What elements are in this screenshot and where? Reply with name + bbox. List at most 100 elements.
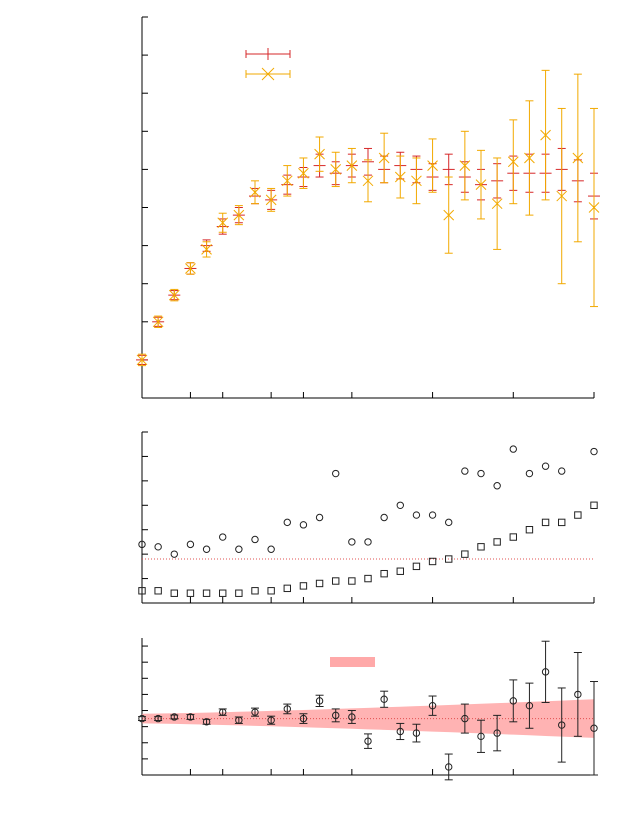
data-point-stroke <box>491 198 503 210</box>
data-point <box>267 716 275 724</box>
data-point <box>491 198 503 210</box>
data-point <box>509 697 517 705</box>
data-point-stroke <box>572 152 584 164</box>
data-point <box>154 714 162 723</box>
data-point <box>412 729 421 737</box>
data-point <box>202 589 211 597</box>
data-point <box>427 160 438 171</box>
data-point <box>590 447 598 456</box>
data-point <box>152 316 164 328</box>
data-point <box>235 545 243 553</box>
data-point <box>219 708 227 716</box>
data-point <box>380 569 388 578</box>
data-point <box>202 545 211 553</box>
data-point <box>136 354 148 366</box>
data-point <box>509 533 517 541</box>
data-point <box>590 724 598 732</box>
data-point <box>588 202 600 213</box>
data-point-stroke <box>459 160 471 171</box>
data-point <box>396 567 404 575</box>
data-point-stroke <box>217 217 229 229</box>
data-point <box>380 513 388 522</box>
data-point-stroke <box>588 202 600 213</box>
data-point <box>251 587 259 595</box>
data-point <box>459 160 471 171</box>
data-point <box>348 577 356 585</box>
data-point <box>493 729 501 737</box>
data-point <box>380 695 388 703</box>
data-point <box>556 190 568 202</box>
data-point <box>332 577 340 585</box>
data-point <box>168 289 180 301</box>
data-point-stroke <box>540 129 551 141</box>
data-point <box>445 763 453 771</box>
data-point <box>411 175 422 187</box>
data-point-stroke <box>298 167 309 179</box>
data-point <box>525 701 534 710</box>
data-point <box>170 713 178 721</box>
legend <box>245 48 291 81</box>
data-point <box>185 263 196 274</box>
data-point <box>396 501 404 509</box>
data-point-stroke <box>330 164 342 175</box>
data-point <box>251 708 259 716</box>
panel-middle <box>138 431 598 604</box>
data-point <box>186 540 195 549</box>
data-point <box>186 713 195 721</box>
data-point <box>315 697 324 705</box>
data-point <box>394 171 406 183</box>
data-point <box>235 716 243 724</box>
legend-sample-mark <box>261 67 275 81</box>
data-point <box>364 538 372 546</box>
data-point <box>154 543 162 551</box>
data-point <box>493 538 501 546</box>
data-point <box>428 511 437 519</box>
data-point-stroke <box>168 289 180 301</box>
data-point <box>315 513 324 522</box>
data-point <box>412 562 421 571</box>
data-point <box>298 167 309 179</box>
data-point <box>477 543 485 551</box>
data-point <box>524 152 535 164</box>
data-point <box>281 175 293 187</box>
data-point <box>558 721 566 729</box>
data-point-stroke <box>507 156 519 168</box>
data-point <box>265 194 277 206</box>
data-point <box>493 482 501 490</box>
data-point-stroke <box>556 190 568 202</box>
data-point-stroke <box>249 186 261 198</box>
data-point <box>574 511 582 519</box>
data-point <box>541 668 550 676</box>
data-point <box>219 589 227 597</box>
data-point <box>443 209 455 221</box>
data-point <box>314 148 325 160</box>
data-point <box>346 160 358 171</box>
data-point <box>348 713 356 721</box>
data-point-stroke <box>152 316 164 328</box>
data-point <box>590 501 598 509</box>
data-point <box>525 526 534 534</box>
data-point <box>477 732 485 741</box>
data-point <box>283 518 291 527</box>
data-point <box>396 727 404 736</box>
data-point <box>348 538 356 546</box>
data-point <box>461 714 469 723</box>
data-point <box>251 535 259 544</box>
data-point <box>283 584 291 593</box>
data-point <box>461 550 469 558</box>
data-point <box>541 518 550 527</box>
data-point <box>299 714 308 723</box>
data-point-stroke <box>201 244 212 255</box>
data-point-stroke <box>427 160 438 171</box>
data-point <box>475 179 487 190</box>
data-point <box>201 244 212 255</box>
data-point-stroke <box>524 152 535 164</box>
data-point-stroke <box>233 209 245 221</box>
data-point <box>540 129 551 141</box>
data-point <box>332 711 340 720</box>
data-point-stroke <box>136 354 148 366</box>
data-point <box>461 467 469 475</box>
data-point-stroke <box>281 175 293 187</box>
data-point-stroke <box>411 175 422 187</box>
data-point <box>233 209 245 221</box>
